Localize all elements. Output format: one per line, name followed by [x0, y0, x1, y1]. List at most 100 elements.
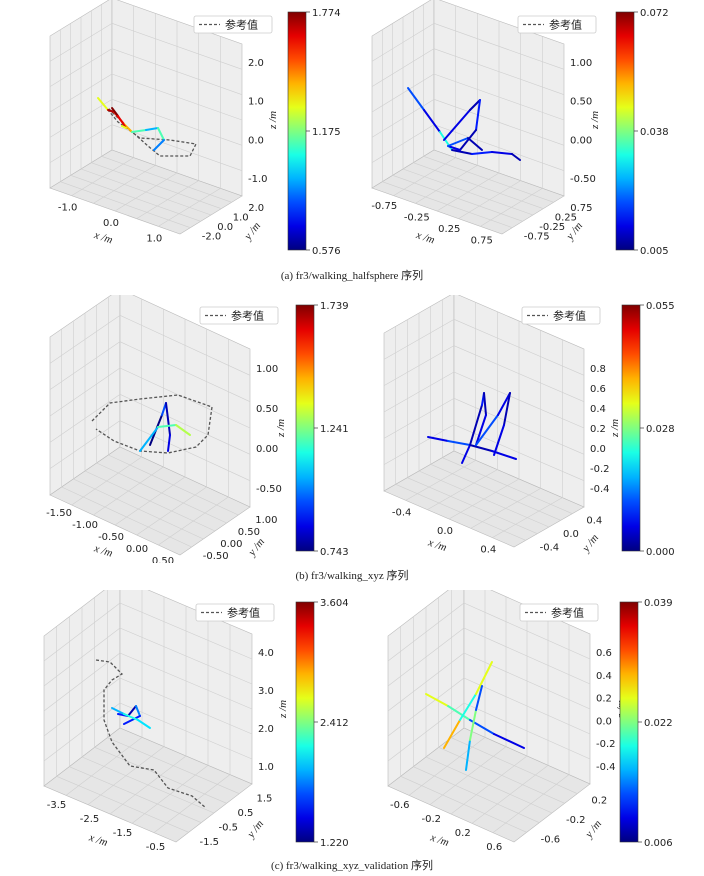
y-tick-label: 1.5: [257, 793, 273, 804]
x-tick-label: 0.0: [103, 218, 119, 229]
reference-trajectory: [91, 394, 213, 454]
x-tick-label: 0.25: [438, 224, 460, 235]
grid-line: [56, 776, 189, 833]
y-axis-label: y /m: [583, 818, 605, 841]
plot-a-error: -0.75 -0.25 0.25 0.75 -0.75 -0.25 0.25 0.75 -0.5…: [352, 0, 704, 262]
estimated-trajectory-segment: [175, 424, 191, 436]
z-tick-label: 2.0: [258, 724, 274, 735]
x-tick-label: -3.5: [47, 800, 67, 811]
y-tick-label: -0.6: [541, 834, 561, 845]
x-axis-label: x /m: [87, 831, 109, 848]
z-tick-label: -0.50: [256, 484, 282, 495]
colorbar-tick-label: 0.022: [644, 718, 673, 729]
estimated-trajectory-segment: [447, 145, 461, 151]
estimated-trajectory-segment: [461, 444, 471, 464]
grid-line: [453, 319, 585, 376]
z-tick-label: 0.4: [596, 671, 612, 682]
plot-b-error-svg: -0.40.00.4 -0.40.00.4-0.4-0.20.00.20.40.6…: [383, 295, 675, 558]
caption-b: (b) fr3/walking_xyz 序列: [295, 570, 409, 582]
y-tick-label: 1.00: [255, 515, 277, 526]
y-tick-label: 2.0: [248, 203, 264, 214]
estimated-trajectory-segment: [469, 404, 483, 446]
z-tick-label: 0.2: [596, 694, 612, 705]
y-tick-label: 0.25: [555, 212, 577, 223]
estimated-trajectory-segment: [157, 127, 165, 141]
colorbar: [287, 11, 307, 251]
caption-a: (a) fr3/walking_halfsphere 序列: [280, 270, 424, 282]
x-tick-label: 1.0: [146, 233, 162, 244]
estimated-trajectory-segment: [469, 99, 481, 111]
plot-a-3d: -1.0 0.0 1.0 -2.0 0.0 1.0 2.0 -1.0 0.0 1.0 2.0 x /m…: [0, 0, 352, 262]
z-tick-label: -1.0: [248, 174, 268, 185]
y-tick-label: 0.5: [238, 808, 254, 819]
grid-line: [43, 602, 121, 662]
estimated-trajectory-segment: [493, 733, 525, 749]
z-tick-label: 0.0: [248, 135, 264, 146]
estimated-trajectory-segment: [139, 426, 159, 452]
y-tick-label: 0.0: [563, 529, 579, 540]
estimated-trajectory-segment: [493, 424, 505, 456]
y-tick-label: -0.50: [203, 551, 229, 562]
z-tick-label: 0.50: [570, 97, 592, 108]
x-tick-label: -0.75: [371, 201, 397, 212]
x-tick-label: -0.5: [146, 842, 166, 850]
legend-box: [195, 603, 275, 622]
estimated-trajectory-segment: [117, 115, 127, 129]
estimated-trajectory-segment: [491, 450, 517, 460]
estimated-trajectory-segment: [427, 436, 449, 442]
estimated-trajectory-segment: [469, 709, 477, 741]
y-tick-label: 0.75: [570, 203, 592, 214]
estimated-trajectory-segment: [471, 151, 493, 155]
y-tick-label: -0.4: [540, 542, 560, 553]
plot-c-3d: -3.5 -2.5 -1.5 -0.5 -1.5 -0.5 0.5 1.5 1.0 2.0 3.0 4…: [0, 590, 352, 850]
estimated-trajectory-segment: [475, 414, 499, 446]
legend-reference-label: 参考值: [231, 309, 264, 323]
y-axis-label: y /m: [245, 818, 267, 841]
colorbar-tick-label: 1.774: [312, 8, 341, 19]
colorbar-tick-label: 0.055: [646, 301, 675, 312]
legend-box: [517, 15, 597, 34]
grid-line: [387, 602, 465, 662]
legend-box: [519, 603, 599, 622]
z-axis-label: z /m: [275, 419, 287, 438]
z-tick-label: 0.2: [590, 424, 606, 435]
colorbar-tick-label: 1.739: [320, 301, 349, 312]
estimated-trajectory-segment: [467, 137, 483, 151]
legend-box: [199, 306, 279, 325]
estimated-trajectory-segment: [491, 151, 513, 155]
y-tick-label: -1.5: [200, 837, 220, 848]
grid-line: [60, 181, 191, 228]
z-tick-label: 0.0: [596, 716, 612, 727]
x-tick-label: -1.5: [113, 828, 133, 839]
y-axis-label: y /m: [242, 220, 264, 243]
grid-line: [49, 315, 121, 364]
z-tick-label: -0.4: [590, 484, 610, 495]
z-tick-label: -0.2: [590, 464, 610, 475]
y-tick-label: 0.00: [220, 539, 242, 550]
colorbar: [619, 601, 639, 843]
colorbar-tick-label: 1.220: [320, 838, 349, 849]
estimated-trajectory-segment: [123, 715, 141, 725]
x-tick-label: -2.5: [80, 814, 100, 825]
x-tick-label: 0.6: [486, 842, 502, 850]
colorbar: [295, 601, 315, 843]
y-tick-label: 0.0: [217, 222, 233, 233]
estimated-trajectory-segment: [135, 705, 141, 717]
grid-line: [371, 23, 435, 62]
plot-c-error-svg: -0.6 -0.2 0.2 0.6 -0.6 -0.2 0.2 -0.4 -0.2 0.0 0.2 0…: [387, 590, 673, 850]
x-tick-label: -0.50: [98, 532, 124, 543]
z-axis-label: z /m: [609, 419, 621, 438]
x-tick-label: 0.00: [126, 544, 148, 555]
estimated-trajectory-segment: [97, 97, 109, 111]
estimated-trajectory-segment: [111, 107, 119, 117]
z-tick-label: 0.50: [256, 404, 278, 415]
plot-b-3d: -1.50 -1.00 -0.50 0.00 0.50 -0.50 0.00 0.50 1.00…: [0, 295, 352, 563]
grid-line: [463, 602, 591, 660]
estimated-trajectory-segment: [465, 739, 471, 771]
z-tick-label: -0.2: [596, 739, 616, 750]
estimated-trajectory-segment: [475, 414, 487, 446]
plot-a-3d-svg: -1.00.01.0 -2.00.01.02.0-1.00.01.02.0x /m…: [49, 0, 341, 257]
grid-line: [119, 602, 253, 660]
legend-reference-label: 参考值: [227, 606, 260, 620]
grid-line: [61, 486, 192, 548]
